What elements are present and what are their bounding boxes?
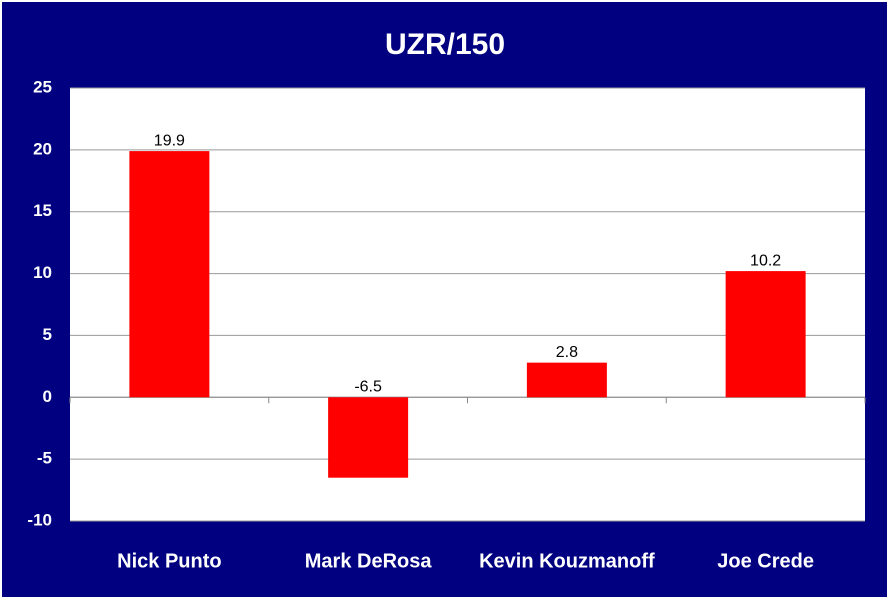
value-label: -6.5 xyxy=(354,379,382,396)
value-label: 19.9 xyxy=(154,132,185,149)
value-label: 2.8 xyxy=(556,344,578,361)
y-tick-label: 0 xyxy=(43,387,52,406)
chart-title: UZR/150 xyxy=(385,28,505,61)
y-tick-label: 10 xyxy=(33,263,52,282)
y-tick-label: -5 xyxy=(37,449,52,468)
y-tick-label: 20 xyxy=(33,139,52,158)
x-tick-label: Joe Crede xyxy=(717,550,814,572)
y-tick-label: 5 xyxy=(43,325,52,344)
x-tick-label: Nick Punto xyxy=(117,550,221,572)
y-tick-label: 25 xyxy=(33,77,52,96)
bar xyxy=(328,397,409,478)
y-tick-label: 15 xyxy=(33,201,52,220)
bar xyxy=(129,151,210,398)
x-tick-label: Mark DeRosa xyxy=(305,550,433,572)
bar xyxy=(725,271,806,398)
y-tick-label: -10 xyxy=(27,510,52,529)
x-tick-label: Kevin Kouzmanoff xyxy=(479,550,655,572)
value-label: 10.2 xyxy=(750,252,781,269)
bar xyxy=(526,362,607,398)
